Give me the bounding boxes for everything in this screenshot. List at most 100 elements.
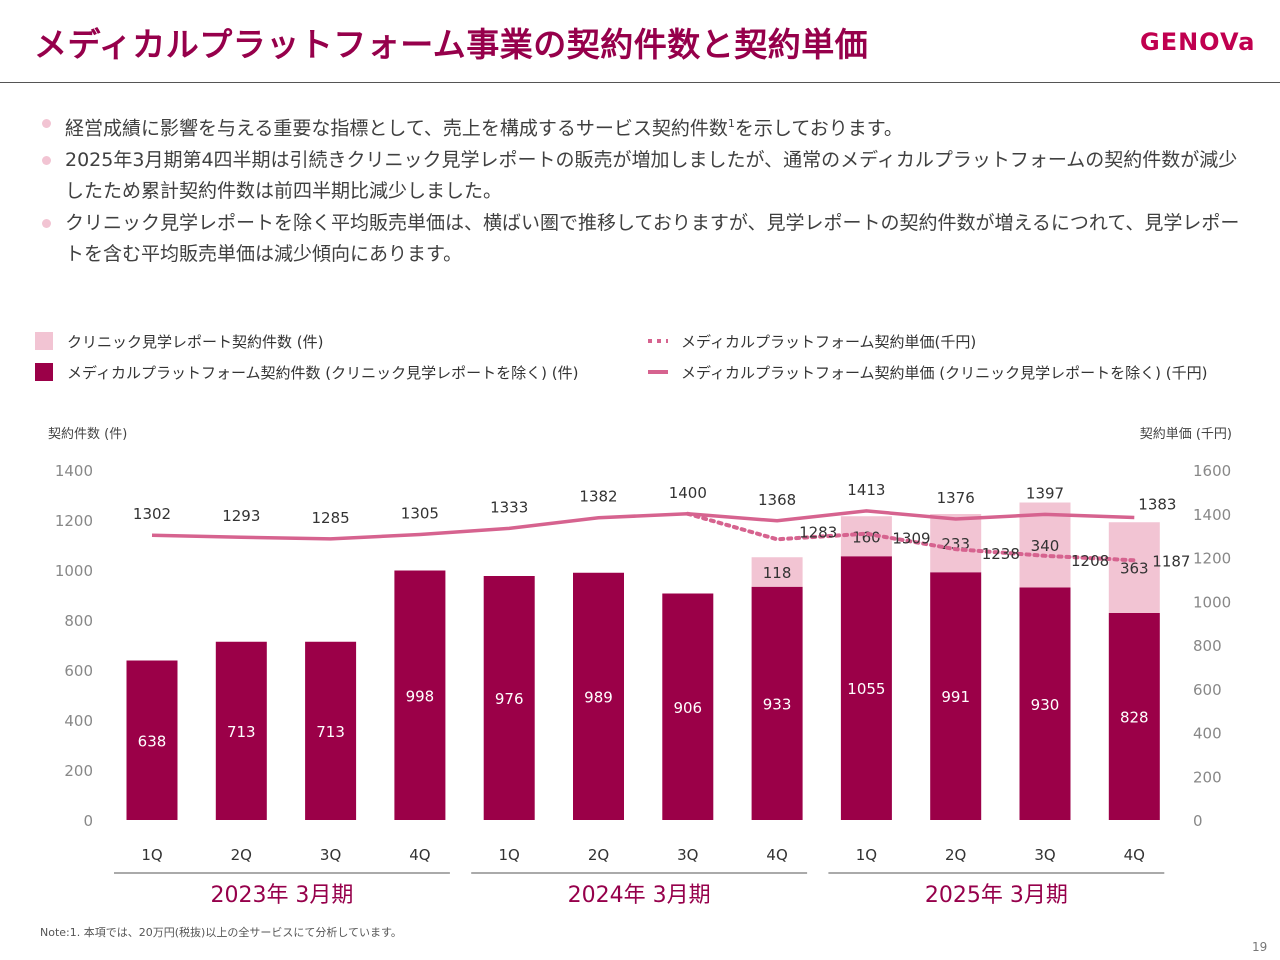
y-right-tick-label: 400 xyxy=(1193,725,1222,743)
bullet-item: クリニック見学レポートを除く平均販売単価は、横ばい圏で推移しておりますが、見学レ… xyxy=(40,208,1250,271)
x-category-label: 2Q xyxy=(588,846,609,864)
x-category-label: 1Q xyxy=(141,846,162,864)
bar-platform xyxy=(1108,613,1160,820)
bar-visit-report-label: 363 xyxy=(1120,560,1149,578)
y-left-tick-label: 600 xyxy=(64,662,93,680)
bar-visit-report-label: 340 xyxy=(1031,537,1060,555)
bar-platform xyxy=(394,570,446,820)
bar-platform-label: 998 xyxy=(406,687,435,705)
bullet-item: 経営成績に影響を与える重要な指標として、売上を構成するサービス契約件数1を示して… xyxy=(40,108,1250,145)
bar-platform xyxy=(840,556,892,820)
bar-platform-label: 906 xyxy=(673,699,702,717)
company-logo: GENOVa xyxy=(1140,28,1256,56)
x-category-label: 4Q xyxy=(1124,846,1145,864)
line-unit-price-excl-label: 1382 xyxy=(579,488,617,506)
bar-platform xyxy=(751,586,803,820)
line-unit-price-excl-label: 1400 xyxy=(669,484,707,502)
line-unit-price-total-label: 1238 xyxy=(982,545,1020,563)
y-left-tick-label: 800 xyxy=(64,612,93,630)
legend-swatch-platform xyxy=(35,363,53,381)
bar-platform-label: 991 xyxy=(941,688,970,706)
bar-platform-label: 828 xyxy=(1120,709,1149,727)
y-left-tick-label: 0 xyxy=(83,812,93,830)
bar-platform xyxy=(930,572,982,820)
line-unit-price-excl-label: 1302 xyxy=(133,505,171,523)
group-label: 2025年 3月期 xyxy=(925,883,1068,908)
line-unit-price-excl-label: 1397 xyxy=(1026,484,1064,502)
page-number: 19 xyxy=(1252,940,1268,954)
x-category-label: 3Q xyxy=(677,846,698,864)
y-right-tick-label: 0 xyxy=(1193,812,1203,830)
line-unit-price-excl-label: 1368 xyxy=(758,491,796,509)
bar-platform xyxy=(662,593,714,820)
bullet-text: 経営成績に影響を与える重要な指標として、売上を構成するサービス契約件数 xyxy=(65,117,728,140)
bar-platform xyxy=(483,576,535,820)
bar-platform-label: 713 xyxy=(227,723,256,741)
line-unit-price-excl-label: 1305 xyxy=(401,505,439,523)
y-right-axis-title: 契約単価 (千円) xyxy=(1140,426,1232,442)
line-unit-price-excl-label: 1285 xyxy=(312,509,350,527)
line-unit-price-excl xyxy=(151,509,1135,541)
bar-platform-label: 638 xyxy=(138,732,167,750)
footnote-marker: 1 xyxy=(727,117,735,130)
y-right-tick-label: 1600 xyxy=(1193,462,1231,480)
y-left-tick-label: 1000 xyxy=(55,562,93,580)
line-unit-price-total-label: 1283 xyxy=(799,523,837,541)
line-unit-price-excl-label: 1383 xyxy=(1138,495,1176,513)
bullet-item: 2025年3月期第4四半期は引続きクリニック見学レポートの販売が増加しましたが、… xyxy=(40,145,1250,208)
legend-label-platform: メディカルプラットフォーム契約件数 (クリニック見学レポートを除く) (件) xyxy=(67,364,578,382)
bullet-text: 2025年3月期第4四半期は引続きクリニック見学レポートの販売が増加しましたが、… xyxy=(65,148,1238,203)
line-unit-price-excl-label: 1376 xyxy=(937,489,975,507)
line-unit-price-total-label: 1309 xyxy=(892,530,930,548)
line-unit-price-total xyxy=(685,511,1137,563)
x-category-label: 4Q xyxy=(766,846,787,864)
bar-visit-report xyxy=(1108,522,1160,613)
summary-bullets: 経営成績に影響を与える重要な指標として、売上を構成するサービス契約件数1を示して… xyxy=(40,108,1250,271)
line-unit-price-excl-label: 1333 xyxy=(490,498,528,516)
bar-platform xyxy=(126,660,178,820)
bar-platform-label: 930 xyxy=(1031,696,1060,714)
x-category-label: 2Q xyxy=(231,846,252,864)
bar-platform-label: 933 xyxy=(763,695,792,713)
group-label: 2024年 3月期 xyxy=(568,883,711,908)
y-left-tick-label: 1200 xyxy=(55,512,93,530)
legend-label-unit-price-total: メディカルプラットフォーム契約単価(千円) xyxy=(681,333,976,351)
bar-visit-report-label: 118 xyxy=(763,564,792,582)
y-left-tick-label: 1400 xyxy=(55,462,93,480)
bar-platform xyxy=(573,572,624,820)
x-category-label: 3Q xyxy=(320,846,341,864)
x-category-label: 3Q xyxy=(1034,846,1055,864)
line-unit-price-excl-label: 1413 xyxy=(847,481,885,499)
bar-visit-report xyxy=(751,557,803,587)
line-unit-price-total-label: 1187 xyxy=(1152,552,1190,570)
page-title: メディカルプラットフォーム事業の契約件数と契約単価 xyxy=(34,25,869,64)
y-right-tick-label: 200 xyxy=(1193,768,1222,786)
x-category-label: 4Q xyxy=(409,846,430,864)
bar-platform-label: 976 xyxy=(495,690,524,708)
y-left-tick-label: 200 xyxy=(64,762,93,780)
y-right-tick-label: 800 xyxy=(1193,637,1222,655)
bar-platform-label: 989 xyxy=(584,688,613,706)
y-right-tick-label: 1400 xyxy=(1193,506,1231,524)
legend-label-visit-report: クリニック見学レポート契約件数 (件) xyxy=(67,333,323,351)
x-category-label: 1Q xyxy=(499,846,520,864)
bar-visit-report xyxy=(930,514,982,573)
x-category-label: 1Q xyxy=(856,846,877,864)
y-right-tick-label: 600 xyxy=(1193,681,1222,699)
group-label: 2023年 3月期 xyxy=(210,883,353,908)
y-right-tick-label: 1000 xyxy=(1193,593,1231,611)
footnote: Note:1. 本項では、20万円(税抜)以上の全サービスにて分析しています。 xyxy=(40,926,402,939)
line-unit-price-excl-label: 1293 xyxy=(222,507,260,525)
line-unit-price-total-label: 1208 xyxy=(1071,552,1109,570)
legend-label-unit-price-excl: メディカルプラットフォーム契約単価 (クリニック見学レポートを除く) (千円) xyxy=(681,364,1207,382)
y-right-tick-label: 1200 xyxy=(1193,550,1231,568)
legend-swatch-visit-report xyxy=(35,332,53,350)
header-divider xyxy=(0,82,1280,83)
bullet-text: クリニック見学レポートを除く平均販売単価は、横ばい圏で推移しておりますが、見学レ… xyxy=(65,211,1240,266)
bar-platform-label: 1055 xyxy=(847,680,885,698)
bullet-text-after: を示しております。 xyxy=(734,117,903,140)
y-left-tick-label: 400 xyxy=(64,712,93,730)
bar-platform xyxy=(1019,587,1071,820)
x-category-label: 2Q xyxy=(945,846,966,864)
